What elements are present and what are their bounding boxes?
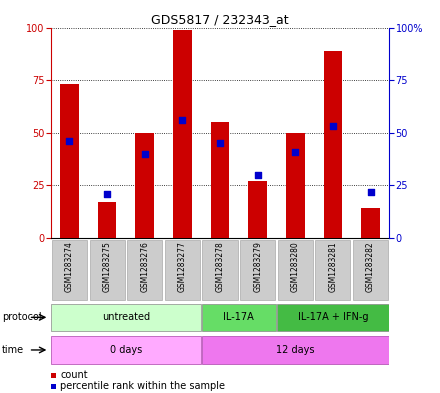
Bar [173, 29, 192, 238]
Point [216, 140, 224, 146]
Text: GSM1283279: GSM1283279 [253, 242, 262, 292]
FancyBboxPatch shape [165, 241, 200, 300]
Point [254, 171, 261, 178]
Bar [361, 208, 380, 238]
Bar [248, 181, 267, 238]
Text: untreated: untreated [102, 312, 150, 322]
FancyBboxPatch shape [51, 304, 201, 331]
FancyBboxPatch shape [353, 241, 388, 300]
Text: GSM1283277: GSM1283277 [178, 242, 187, 292]
Point [103, 191, 110, 197]
FancyBboxPatch shape [127, 241, 162, 300]
Point [330, 123, 337, 129]
Point [292, 149, 299, 155]
Text: percentile rank within the sample: percentile rank within the sample [60, 382, 225, 391]
Point [66, 138, 73, 144]
Text: GSM1283282: GSM1283282 [366, 242, 375, 292]
Text: protocol: protocol [2, 312, 42, 322]
FancyBboxPatch shape [240, 241, 275, 300]
Text: GSM1283276: GSM1283276 [140, 242, 149, 292]
Text: GSM1283278: GSM1283278 [216, 242, 224, 292]
Bar [286, 132, 305, 238]
FancyBboxPatch shape [202, 336, 389, 364]
Bar [136, 132, 154, 238]
Title: GDS5817 / 232343_at: GDS5817 / 232343_at [151, 13, 289, 26]
FancyBboxPatch shape [202, 304, 276, 331]
Text: count: count [60, 371, 88, 380]
FancyBboxPatch shape [90, 241, 125, 300]
Bar [323, 51, 342, 238]
Bar [211, 122, 229, 238]
Text: IL-17A + IFN-g: IL-17A + IFN-g [298, 312, 368, 322]
Text: 12 days: 12 days [276, 345, 315, 355]
Text: GSM1283275: GSM1283275 [103, 242, 112, 292]
FancyBboxPatch shape [51, 336, 201, 364]
Text: IL-17A: IL-17A [224, 312, 254, 322]
Text: 0 days: 0 days [110, 345, 142, 355]
FancyBboxPatch shape [278, 241, 313, 300]
FancyBboxPatch shape [277, 304, 389, 331]
Bar [60, 84, 79, 238]
Text: GSM1283281: GSM1283281 [328, 242, 337, 292]
FancyBboxPatch shape [52, 241, 87, 300]
Text: time: time [2, 345, 24, 355]
Text: GSM1283280: GSM1283280 [291, 242, 300, 292]
FancyBboxPatch shape [315, 241, 350, 300]
Bar [98, 202, 117, 238]
Point [141, 151, 148, 157]
Text: GSM1283274: GSM1283274 [65, 242, 74, 292]
Point [367, 188, 374, 195]
FancyBboxPatch shape [202, 241, 238, 300]
Point [179, 117, 186, 123]
